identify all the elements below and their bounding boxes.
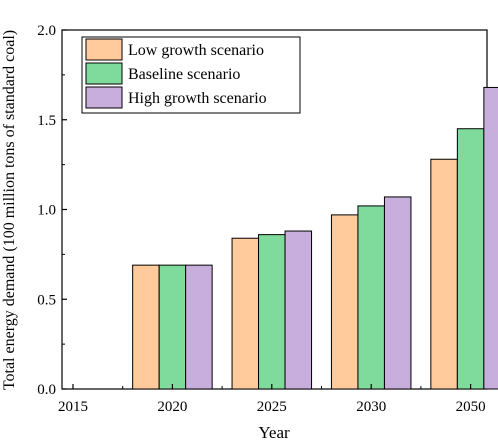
x-tick-label: 2015 <box>58 399 88 415</box>
x-tick-label: 2050 <box>456 399 486 415</box>
y-axis: 0.0 0.5 1.0 1.5 2.0 <box>37 23 67 398</box>
y-axis-label: Total energy demand (100 million tons of… <box>1 30 18 390</box>
y-tick-label: 0.5 <box>37 292 56 308</box>
y-tick-label: 1.0 <box>37 203 56 219</box>
legend-label: Baseline scenario <box>128 66 240 83</box>
y-tick-label: 2.0 <box>37 23 56 39</box>
legend-swatch <box>85 62 123 85</box>
bar <box>185 264 213 390</box>
bar <box>258 234 286 390</box>
bar <box>132 264 160 390</box>
bar <box>357 205 385 390</box>
bar <box>383 196 412 390</box>
bar <box>158 264 187 390</box>
bar <box>483 86 498 390</box>
bar <box>330 214 359 390</box>
bars-group <box>132 86 498 390</box>
x-tick-label: 2025 <box>257 399 287 415</box>
legend: Low growth scenario Baseline scenario High… <box>81 36 301 114</box>
bar <box>430 158 458 390</box>
bar <box>231 237 260 390</box>
legend-label: Low growth scenario <box>128 42 264 59</box>
legend-swatch <box>85 86 123 109</box>
y-tick-label: 0.0 <box>37 382 56 398</box>
legend-swatch <box>85 38 123 61</box>
bar <box>456 128 485 390</box>
x-tick-label: 2030 <box>356 399 386 415</box>
legend-label: High growth scenario <box>128 90 267 107</box>
x-tick-label: 2020 <box>157 399 187 415</box>
x-axis: 2015 2020 2025 2030 2050 <box>58 384 486 415</box>
bar <box>284 230 313 390</box>
y-tick-label: 1.5 <box>37 113 56 129</box>
x-axis-label: Year <box>258 423 290 442</box>
